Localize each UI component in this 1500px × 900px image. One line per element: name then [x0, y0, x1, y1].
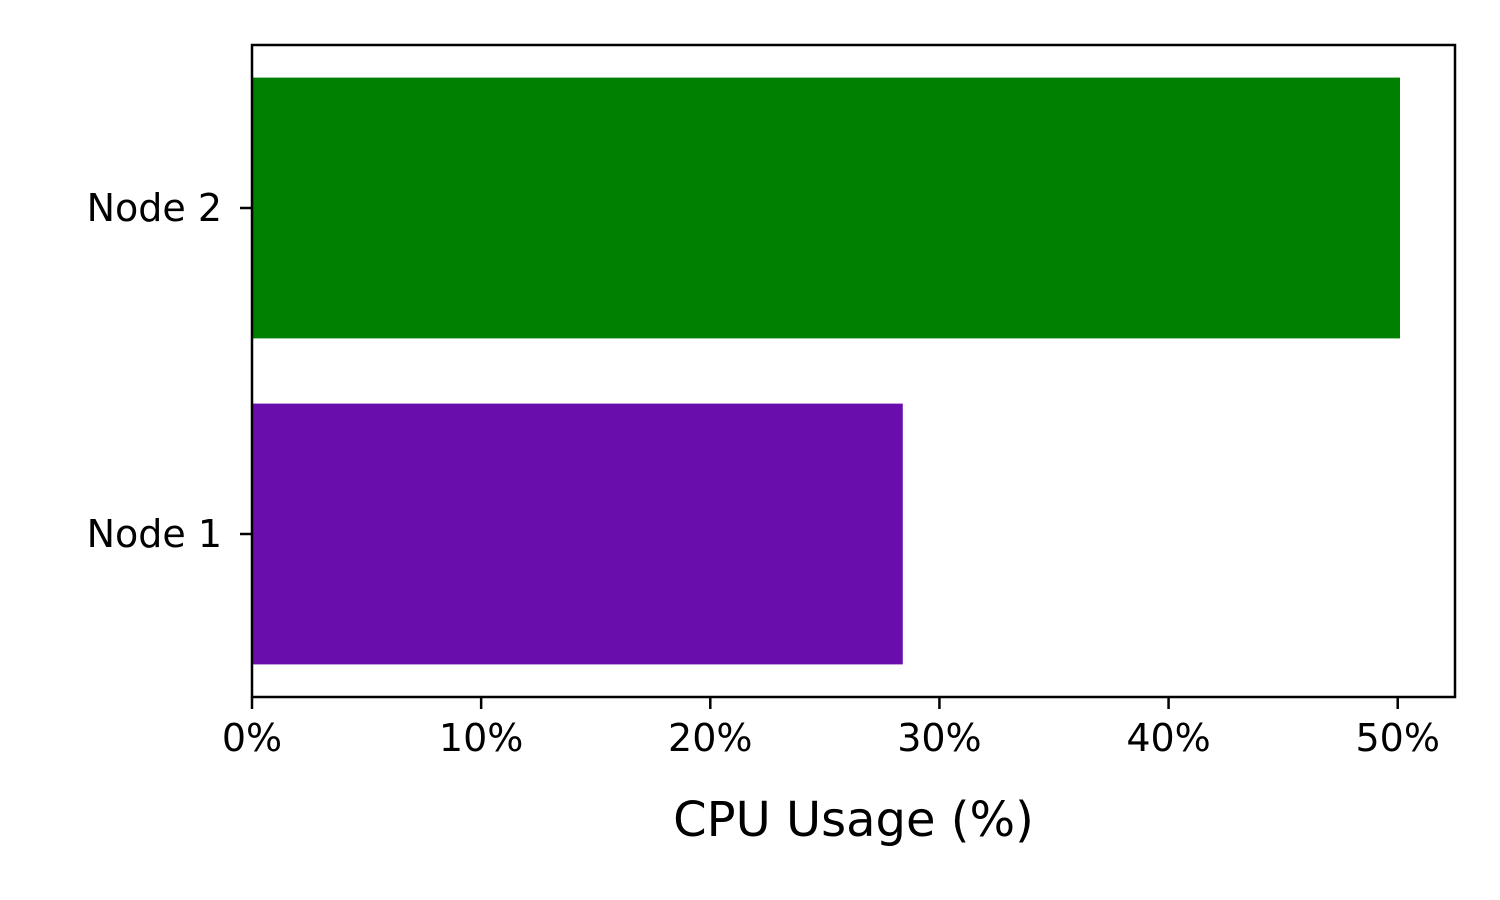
x-tick-label: 30% [897, 716, 981, 760]
y-tick-label: Node 1 [87, 512, 222, 556]
x-tick-label: 40% [1126, 716, 1210, 760]
y-axis-ticks: Node 1 Node 2 [87, 186, 252, 556]
x-tick-label: 0% [222, 716, 282, 760]
x-axis-ticks: 0% 10% 20% 30% 40% 50% [222, 697, 1440, 760]
x-axis-title: CPU Usage (%) [673, 792, 1034, 848]
y-tick-label: Node 2 [87, 186, 222, 230]
bar-node-1 [252, 403, 903, 665]
x-tick-label: 20% [668, 716, 752, 760]
plot-frame [250, 43, 1457, 699]
x-tick-label: 10% [439, 716, 523, 760]
bar-node-2 [252, 77, 1401, 339]
bars-layer [252, 77, 1401, 665]
x-tick-label: 50% [1355, 716, 1439, 760]
